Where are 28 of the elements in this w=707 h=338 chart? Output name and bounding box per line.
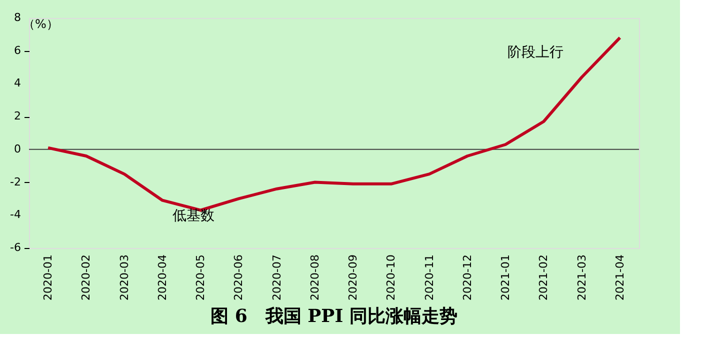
y-tick-label: 4 (14, 76, 21, 90)
x-tick-label: 2020-07 (270, 254, 284, 300)
x-tick-label: 2020-06 (232, 254, 246, 300)
y-tick-label: -4 (10, 208, 21, 222)
y-tick-label: 0 (14, 142, 21, 156)
text: 图 6 我国 PPI 同比涨幅走势 (210, 306, 458, 327)
annotation: 阶段上行 (507, 44, 564, 60)
x-tick-label: 2021-04 (613, 254, 626, 300)
x-tick-label: 2020-03 (118, 254, 131, 300)
y-tick-label: -6 (10, 241, 21, 254)
y-tick-label: -2 (10, 175, 21, 188)
x-tick-label: 2020-02 (80, 254, 93, 300)
x-tick-label: 2020-11 (422, 254, 436, 300)
x-tick-label: 2020-01 (42, 254, 55, 300)
y-tick-label: 6 (14, 44, 21, 57)
y-axis-title: （%） (23, 17, 58, 31)
x-tick-label: 2020-09 (346, 254, 360, 300)
x-tick-label: 2021-03 (575, 254, 588, 300)
x-tick-label: 2020-10 (384, 254, 398, 300)
x-tick-label: 2020-04 (156, 254, 169, 300)
x-tick-label: 2021-02 (537, 254, 550, 300)
x-tick-label: 2020-05 (194, 254, 208, 300)
annotation: 低基数 (172, 208, 215, 224)
y-tick-label: 8 (14, 11, 21, 24)
x-tick-label: 2021-01 (499, 254, 512, 300)
y-tick-label: 2 (14, 110, 21, 123)
x-tick-label: 2020-08 (308, 254, 322, 300)
x-tick-label: 2020-12 (460, 254, 474, 300)
